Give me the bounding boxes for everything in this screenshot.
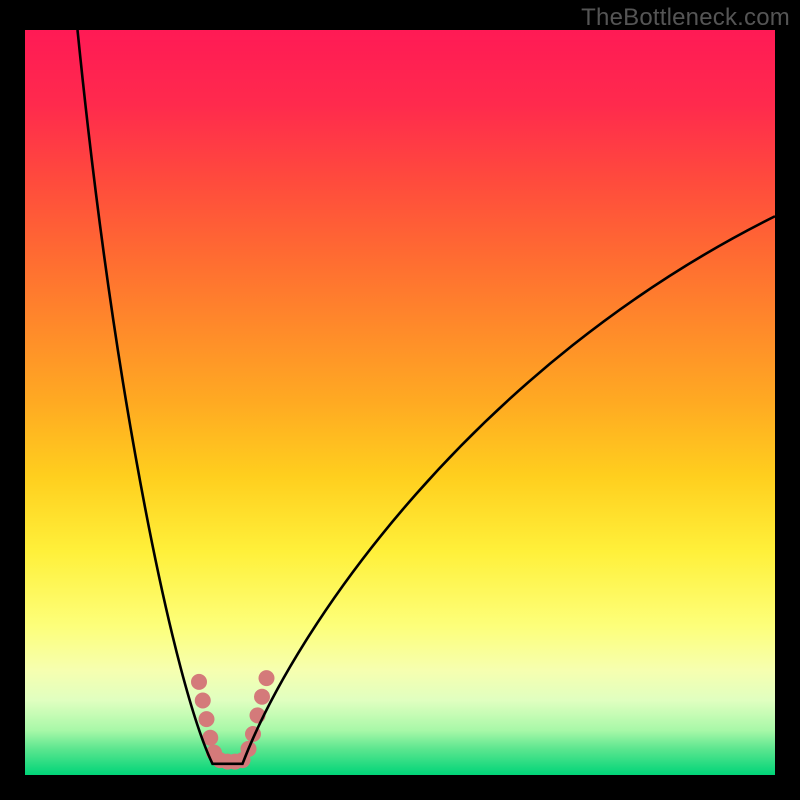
optimal-marker-dot xyxy=(191,674,207,690)
optimal-marker-dot xyxy=(195,693,211,709)
chart-container: TheBottleneck.com xyxy=(0,0,800,800)
optimal-marker-dot xyxy=(259,670,275,686)
plot-background xyxy=(25,30,775,775)
watermark-text: TheBottleneck.com xyxy=(581,4,790,32)
optimal-marker-dot xyxy=(254,689,270,705)
bottleneck-chart xyxy=(0,0,800,800)
optimal-marker-dot xyxy=(199,711,215,727)
